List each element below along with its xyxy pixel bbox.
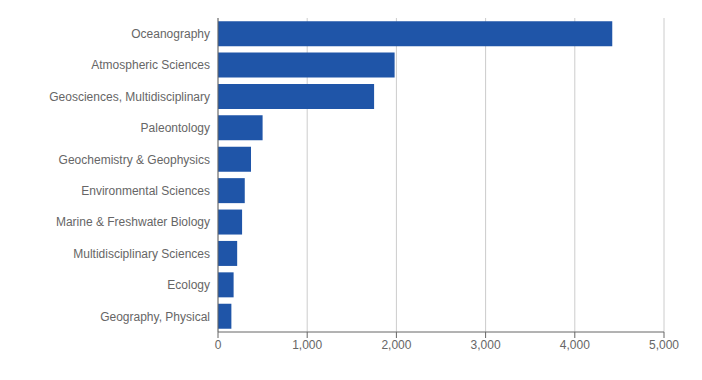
svg-text:Oceanography: Oceanography (131, 27, 210, 41)
svg-text:Geosciences, Multidisciplinary: Geosciences, Multidisciplinary (49, 90, 210, 104)
svg-text:4,000: 4,000 (560, 338, 590, 352)
svg-text:Multidisciplinary Sciences: Multidisciplinary Sciences (73, 247, 210, 261)
svg-text:2,000: 2,000 (381, 338, 411, 352)
svg-text:Atmospheric Sciences: Atmospheric Sciences (91, 58, 210, 72)
svg-text:3,000: 3,000 (471, 338, 501, 352)
svg-text:Environmental Sciences: Environmental Sciences (81, 184, 210, 198)
svg-text:Paleontology: Paleontology (141, 121, 210, 135)
svg-text:0: 0 (215, 338, 222, 352)
svg-text:Geochemistry & Geophysics: Geochemistry & Geophysics (59, 153, 210, 167)
svg-text:1,000: 1,000 (292, 338, 322, 352)
svg-text:Geography, Physical: Geography, Physical (100, 310, 210, 324)
svg-text:Marine & Freshwater Biology: Marine & Freshwater Biology (56, 215, 210, 229)
svg-text:Ecology: Ecology (167, 278, 210, 292)
svg-text:5,000: 5,000 (649, 338, 679, 352)
